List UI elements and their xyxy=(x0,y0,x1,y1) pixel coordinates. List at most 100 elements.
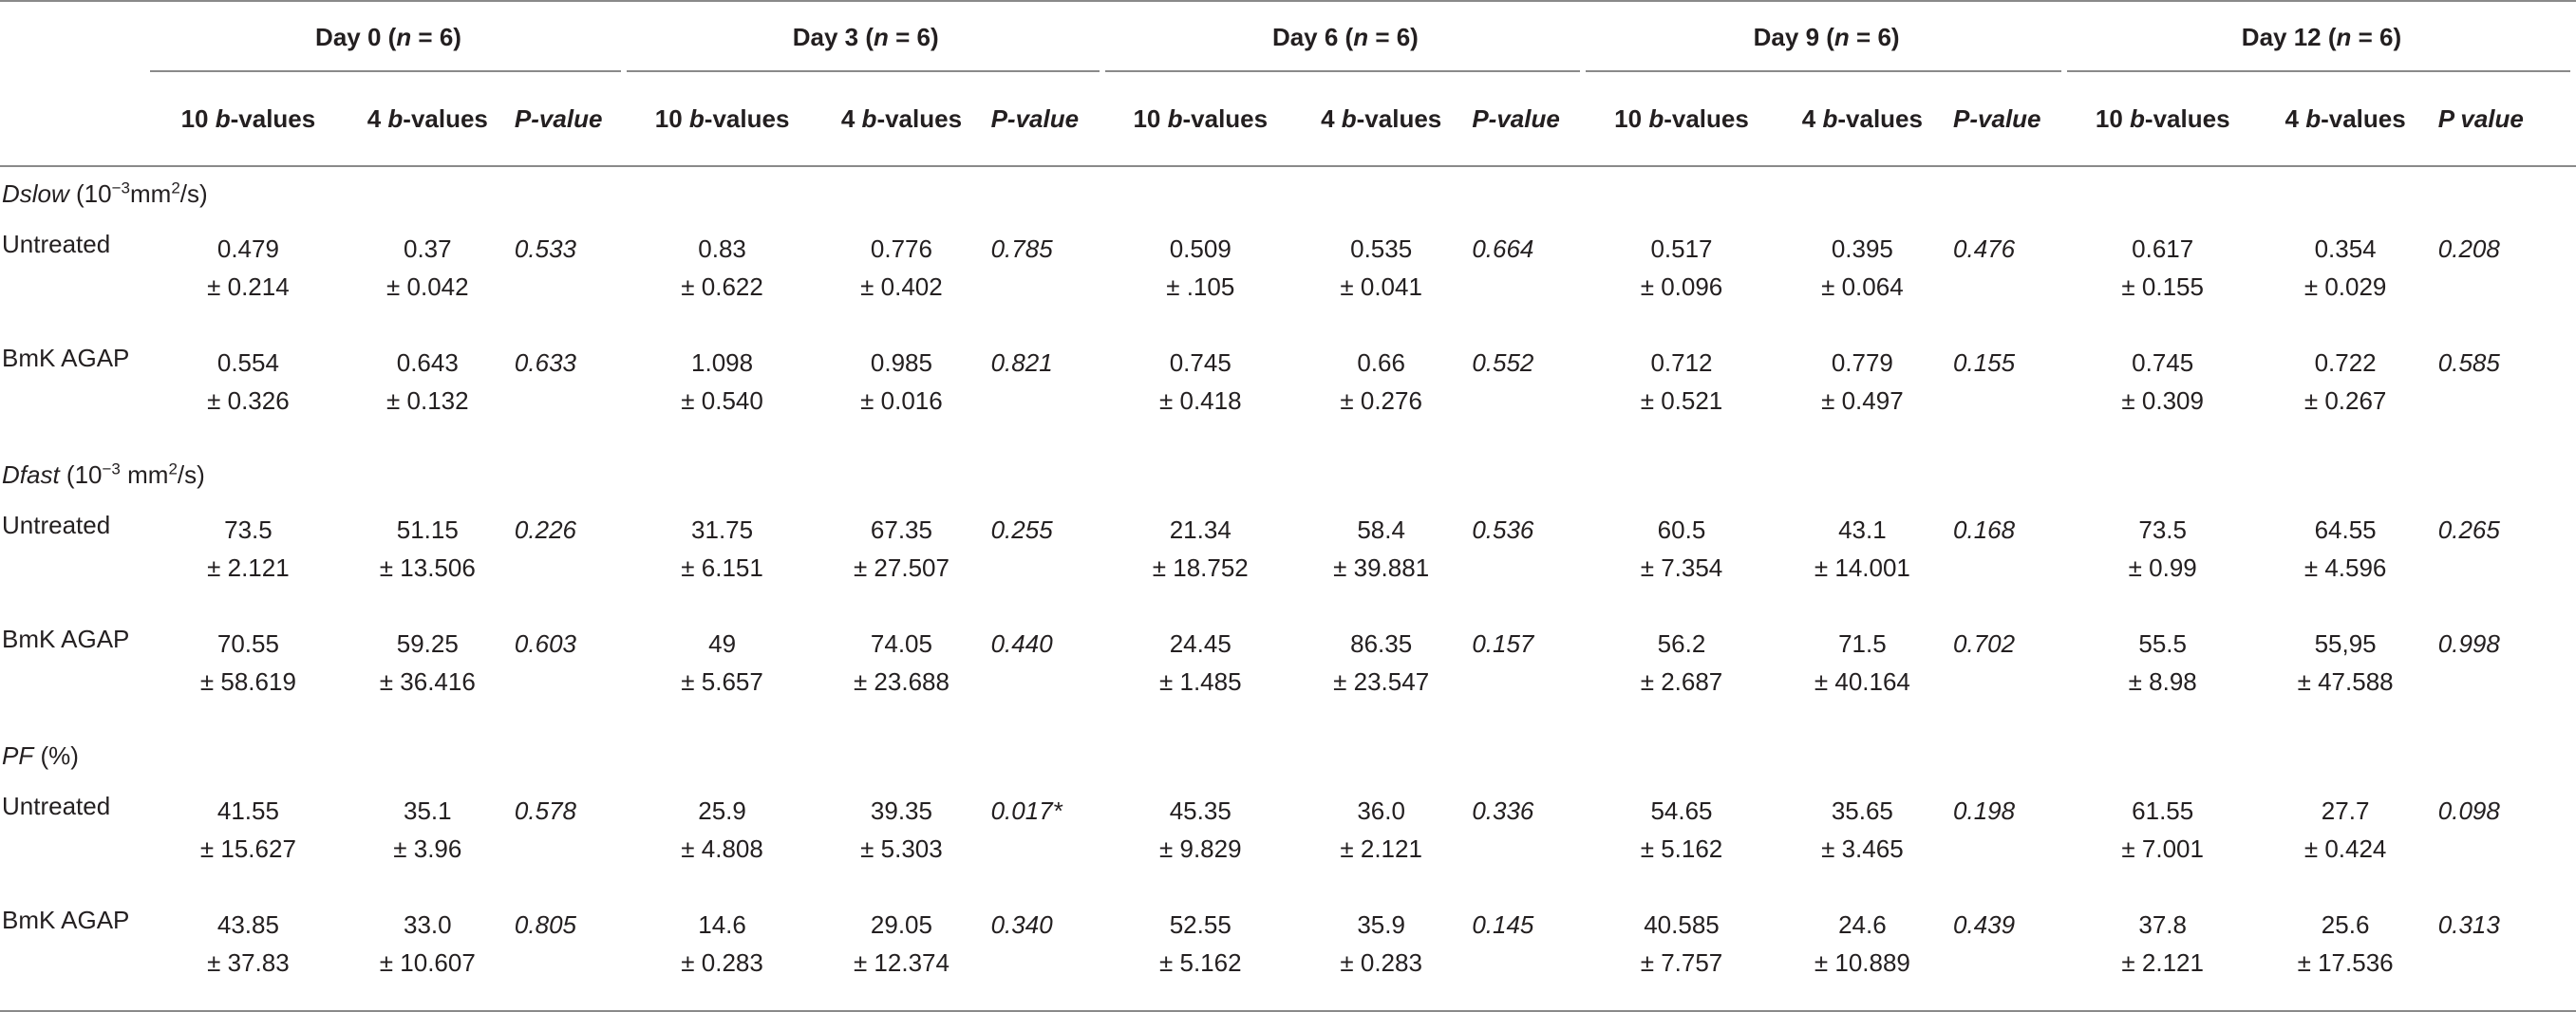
sd-value: ± 15.627 xyxy=(199,834,296,863)
mean-value: 64.55 xyxy=(2314,515,2377,544)
value-cell: 58.4 ± 39.881 xyxy=(1296,501,1466,615)
value-cell: 0.745 ± 0.418 xyxy=(1105,334,1296,448)
sd-value: ± 10.889 xyxy=(1814,948,1910,977)
value-cell: 73.5 ± 2.121 xyxy=(150,501,347,615)
sd-value: ± 0.064 xyxy=(1821,272,1904,301)
sd-value: ± 6.151 xyxy=(681,553,763,582)
day-n: n xyxy=(396,23,412,51)
col-header-p-text: P value xyxy=(2437,103,2524,133)
col-header-text: -values xyxy=(1182,103,1269,133)
sd-value: ± 4.808 xyxy=(681,834,763,863)
value-cell: 0.37 ± 0.042 xyxy=(347,220,509,334)
sd-value: ± 23.547 xyxy=(1333,667,1430,696)
mean-value: 41.55 xyxy=(216,796,279,825)
p-value-cell: 0.785 xyxy=(990,234,1053,263)
col-header-text: -values xyxy=(876,103,963,133)
mean-value: 73.5 xyxy=(224,515,273,544)
col-header-text: 4 xyxy=(840,103,862,133)
row-label: Untreated xyxy=(2,792,111,820)
value-cell: 25.9 ± 4.808 xyxy=(627,782,818,896)
sd-value: ± 7.001 xyxy=(2121,834,2204,863)
p-value-cell: 0.336 xyxy=(1472,796,1534,825)
section-label: PF (%) xyxy=(0,729,2576,782)
mean-value: 0.354 xyxy=(2314,234,2377,263)
col-header-text: -values xyxy=(1837,103,1923,133)
value-cell: 1.098 ± 0.540 xyxy=(627,334,818,448)
col-header-b: b xyxy=(1648,103,1664,133)
value-cell: 0.643 ± 0.132 xyxy=(347,334,509,448)
p-value-cell: 0.633 xyxy=(514,348,576,377)
day-label: Day 6 ( xyxy=(1271,23,1354,51)
p-value-cell: 0.476 xyxy=(1953,234,2016,263)
sd-value: ± 0.418 xyxy=(1158,386,1242,415)
sd-value: ± 0.424 xyxy=(2303,834,2387,863)
mean-value: 25.6 xyxy=(2321,910,2370,939)
day-n: n xyxy=(2336,23,2352,51)
day-header-inner: Day 3 (n = 6) xyxy=(626,2,1105,72)
sd-value: ± 2.121 xyxy=(207,553,290,582)
sd-value: ± 9.829 xyxy=(1158,834,1242,863)
sd-value: ± 23.688 xyxy=(853,667,950,696)
col-header-text: 4 xyxy=(1321,103,1342,133)
col-header-p: P-value xyxy=(1947,72,2067,167)
value-cell: 70.55 ± 58.619 xyxy=(150,615,347,729)
value-cell: 35.9 ± 0.283 xyxy=(1296,896,1467,1012)
mean-value: 52.55 xyxy=(1169,910,1232,939)
col-header-text: 10 xyxy=(1614,103,1649,133)
value-cell: 0.712 ± 0.521 xyxy=(1586,334,1777,448)
mean-value: 43.85 xyxy=(216,910,279,939)
sd-value: ± 39.881 xyxy=(1333,553,1430,582)
value-cell: 43.1 ± 14.001 xyxy=(1777,501,1947,615)
col-header-text: 4 xyxy=(367,103,388,133)
day-underline xyxy=(2066,70,2570,72)
col-header-b: b xyxy=(1341,103,1357,133)
section-square: 2 xyxy=(171,178,180,197)
value-cell: 21.34 ± 18.752 xyxy=(1105,501,1296,615)
col-header-b: b xyxy=(387,103,404,133)
col-header-text: -values xyxy=(403,103,488,133)
mean-value: 35.65 xyxy=(1831,796,1893,825)
col-header-4b: 4 b-values xyxy=(1777,72,1948,167)
row-label: BmK AGAP xyxy=(0,896,151,1012)
mean-value: 31.75 xyxy=(691,515,754,544)
mean-value: 35.9 xyxy=(1357,910,1405,939)
p-value-cell: 0.533 xyxy=(514,234,576,263)
sd-value: ± 5.657 xyxy=(681,667,763,696)
sd-value: ± 5.162 xyxy=(1158,948,1242,977)
value-cell: 60.5 ± 7.354 xyxy=(1586,501,1777,615)
sd-value: ± 0.402 xyxy=(860,272,943,301)
col-header-p: P-value xyxy=(508,72,627,167)
day-underline xyxy=(626,70,1100,72)
mean-value: 61.55 xyxy=(2132,796,2194,825)
value-cell: 24.6 ± 10.889 xyxy=(1777,896,1948,1012)
col-header-b: b xyxy=(1822,103,1838,133)
section-row-pf: PF (%) xyxy=(0,729,2576,782)
mean-value: 0.712 xyxy=(1650,348,1713,377)
value-cell: 59.25 ± 36.416 xyxy=(347,615,509,729)
mean-value: 54.65 xyxy=(1650,796,1713,825)
table-row: BmK AGAP 70.55 ± 58.619 59.25 ± 36.416 0.603 4… xyxy=(0,615,2576,729)
sd-value: ± 36.416 xyxy=(379,667,476,696)
value-cell: 0.617 ± 0.155 xyxy=(2067,220,2258,334)
value-cell: 0.354 ± 0.029 xyxy=(2258,220,2432,334)
value-cell: 0.517 ± 0.096 xyxy=(1586,220,1777,334)
row-label: BmK AGAP xyxy=(2,344,130,372)
sd-value: ± 0.540 xyxy=(681,386,763,415)
mean-value: 35.1 xyxy=(403,796,452,825)
value-cell: 71.5 ± 40.164 xyxy=(1777,615,1947,729)
col-header-10b: 10 b-values xyxy=(626,72,818,167)
section-exponent: −3 xyxy=(102,459,121,478)
p-value-cell: 0.440 xyxy=(990,629,1053,658)
col-header-text: 4 xyxy=(2285,103,2306,133)
sd-value: ± 47.588 xyxy=(2297,667,2394,696)
sd-value: ± 2.121 xyxy=(1340,834,1422,863)
day-label: Day 12 ( xyxy=(2241,23,2337,51)
col-header-text: -values xyxy=(704,103,790,133)
sd-value: ± 2.687 xyxy=(1640,667,1723,696)
col-header-10b: 10 b-values xyxy=(1104,72,1296,167)
col-header-p-text: P-value xyxy=(514,103,603,133)
p-value-cell: 0.439 xyxy=(1947,896,2067,1012)
p-value-cell: 0.313 xyxy=(2432,896,2576,1012)
sd-value: ± 12.374 xyxy=(853,948,950,977)
